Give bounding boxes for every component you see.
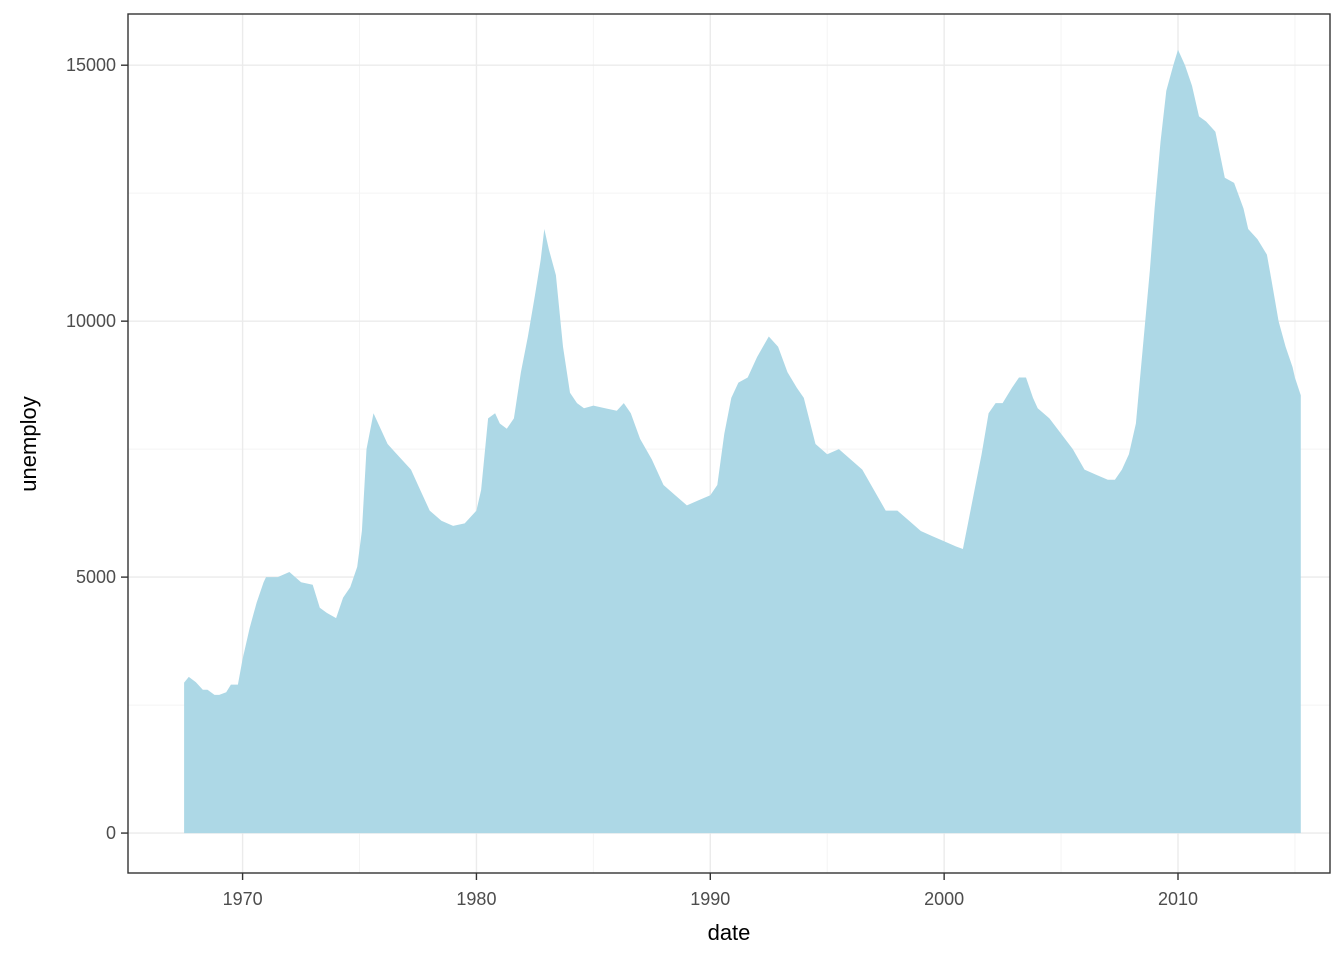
- area-series: [184, 49, 1301, 834]
- x-axis-title: date: [708, 920, 751, 945]
- x-tick-label: 1980: [456, 889, 496, 909]
- y-axis: 0 5000 10000 15000: [66, 55, 128, 843]
- x-tick-label: 1990: [690, 889, 730, 909]
- x-tick-label: 1970: [223, 889, 263, 909]
- panel-border: [127, 13, 1331, 874]
- y-tick-label: 0: [106, 823, 116, 843]
- y-tick-label: 15000: [66, 55, 116, 75]
- y-axis-title: unemploy: [16, 396, 41, 491]
- x-axis: 1970 1980 1990 2000 2010: [223, 873, 1198, 909]
- x-tick-label: 2000: [924, 889, 964, 909]
- y-tick-label: 5000: [76, 567, 116, 587]
- y-tick-label: 10000: [66, 311, 116, 331]
- x-tick-label: 2010: [1158, 889, 1198, 909]
